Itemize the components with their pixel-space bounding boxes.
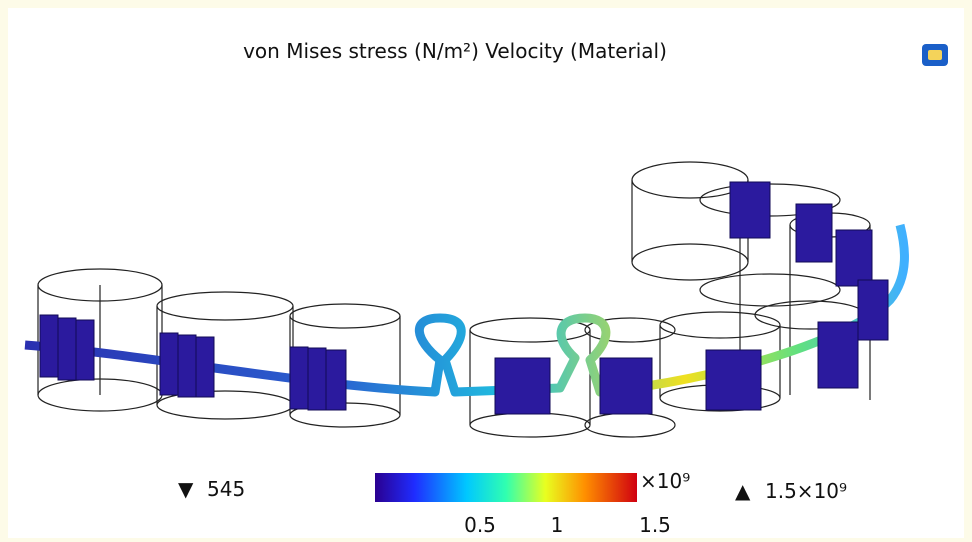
- viewport: [8, 8, 964, 538]
- screenshot: von Mises stress (N/m²) Velocity (Materi…: [0, 0, 972, 542]
- colorbar-tick: 1: [551, 513, 564, 537]
- colorbar-tick: 1.5: [639, 513, 671, 537]
- colorbar-tick: 0.5: [464, 513, 496, 537]
- max-label: 1.5×10⁹: [765, 479, 847, 503]
- max-arrow: ▲: [735, 479, 751, 503]
- plot-title: von Mises stress (N/m²) Velocity (Materi…: [243, 39, 667, 63]
- colorbar: [375, 473, 637, 502]
- min-label: 545: [207, 477, 245, 501]
- min-arrow: ▼: [178, 477, 194, 501]
- view-icon-inner: [928, 50, 942, 60]
- page: von Mises stress (N/m²) Velocity (Materi…: [0, 0, 972, 542]
- colorbar-exponent: ×10⁹: [640, 469, 690, 493]
